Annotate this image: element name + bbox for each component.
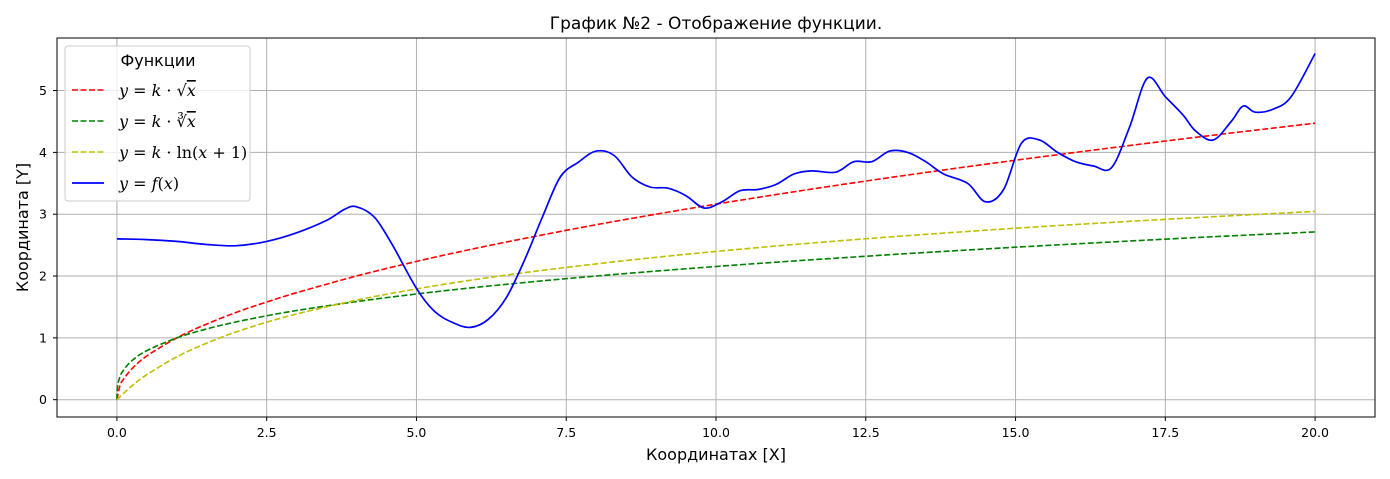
y-axis: 0 1 2 3 4 5 (39, 83, 57, 407)
legend-label: y = k · ∛x (118, 112, 196, 131)
x-axis: 0.0 2.5 5.0 7.5 10.0 12.5 15.0 17.5 20.0 (107, 417, 1329, 440)
x-axis-label: Координатах [X] (646, 445, 786, 464)
log-series-line (116, 210, 1316, 401)
f-series-line (116, 53, 1316, 329)
x-tick-label: 10.0 (702, 425, 730, 440)
y-tick-label: 3 (39, 207, 47, 222)
legend: Функции y = k · √x y = k · ∛x y = k · ln(x… (64, 45, 251, 202)
y-tick-label: 2 (39, 269, 47, 284)
cbrt-series-line (116, 231, 1316, 400)
legend-item-f: y = f(x) (72, 174, 179, 193)
y-axis-label: Координата [Y] (13, 163, 32, 292)
x-tick-label: 0.0 (107, 425, 127, 440)
legend-label: y = f(x) (118, 174, 179, 193)
legend-item-log: y = k · ln(x + 1) (72, 143, 247, 162)
chart-title: График №2 - Отображение функции. (550, 14, 883, 34)
x-tick-label: 15.0 (1002, 425, 1030, 440)
x-tick-label: 17.5 (1151, 425, 1179, 440)
legend-label: y = k · √x (118, 81, 196, 100)
legend-label: y = k · ln(x + 1) (118, 143, 247, 162)
legend-item-sqrt: y = k · √x (72, 81, 196, 100)
legend-item-cbrt: y = k · ∛x (72, 112, 196, 131)
x-tick-label: 12.5 (852, 425, 880, 440)
sqrt-series-line (116, 122, 1316, 400)
plot-series (116, 53, 1316, 401)
y-tick-label: 0 (39, 392, 47, 407)
legend-items: y = k · √x y = k · ∛x y = k · ln(x + 1) y =… (72, 81, 247, 193)
grid (57, 38, 1375, 417)
x-tick-label: 2.5 (257, 425, 277, 440)
y-tick-label: 4 (39, 145, 47, 160)
legend-box (64, 45, 251, 202)
y-tick-label: 5 (39, 83, 47, 98)
y-tick-label: 1 (39, 330, 47, 345)
x-tick-label: 5.0 (407, 425, 427, 440)
legend-title: Функции (120, 51, 195, 70)
x-tick-label: 7.5 (556, 425, 576, 440)
x-tick-label: 20.0 (1301, 425, 1329, 440)
